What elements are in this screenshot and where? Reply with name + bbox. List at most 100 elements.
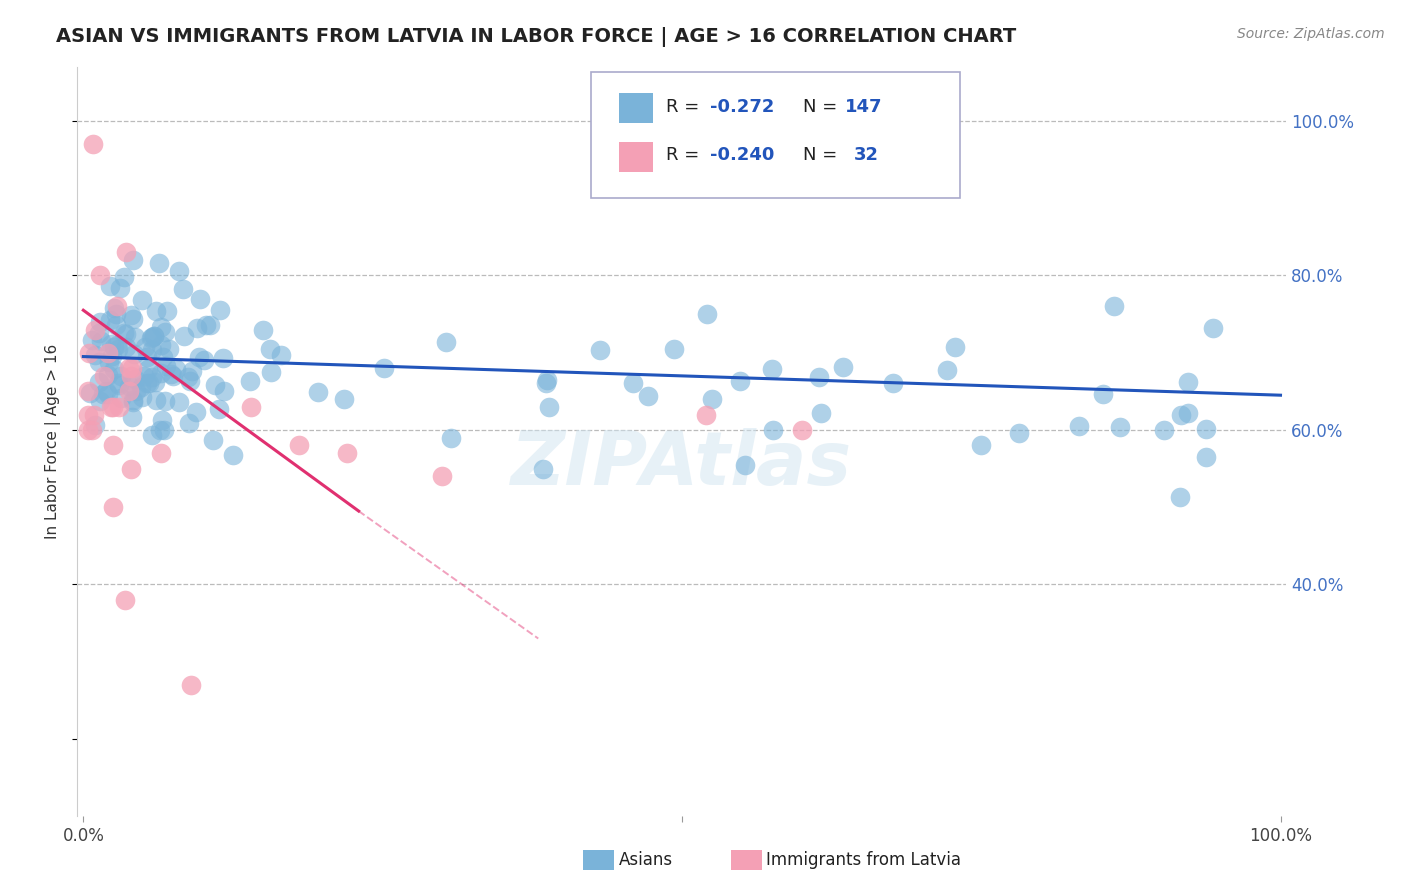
Point: [83, 418, 105, 433]
Point: [831, 359, 853, 374]
Point: [97, 387, 120, 401]
Point: [186, 321, 208, 335]
Point: [142, 329, 165, 343]
Text: 32: 32: [853, 145, 879, 163]
Point: [734, 458, 756, 472]
Point: [97, 368, 120, 382]
Point: [138, 361, 160, 376]
Point: [695, 408, 717, 422]
Point: [150, 320, 173, 334]
Point: [165, 362, 187, 376]
Point: [114, 593, 136, 607]
Text: Immigrants from Latvia: Immigrants from Latvia: [766, 851, 962, 869]
FancyBboxPatch shape: [592, 72, 960, 198]
Point: [83, 408, 105, 422]
Point: [122, 347, 145, 361]
Point: [89, 315, 111, 329]
Point: [882, 376, 904, 390]
Point: [120, 368, 142, 383]
Point: [124, 371, 146, 385]
Point: [440, 431, 463, 445]
Point: [77, 345, 100, 359]
Point: [153, 325, 176, 339]
Point: [145, 304, 167, 318]
Point: [1202, 321, 1225, 335]
Point: [239, 375, 262, 389]
Point: [208, 401, 231, 416]
Point: [118, 361, 141, 376]
Point: [131, 293, 153, 308]
Point: [118, 378, 141, 392]
Point: [129, 379, 152, 393]
Point: [149, 446, 172, 460]
Point: [84, 348, 107, 362]
Point: [1195, 422, 1218, 436]
Point: [105, 338, 128, 352]
Point: [155, 359, 177, 373]
Point: [101, 349, 124, 363]
Point: [141, 428, 163, 442]
Point: [145, 376, 167, 390]
Point: [145, 393, 167, 408]
Point: [208, 302, 231, 317]
Point: [110, 368, 132, 383]
Point: [100, 400, 122, 414]
Point: [200, 318, 222, 333]
Point: [77, 408, 100, 422]
Point: [103, 362, 125, 376]
Point: [1102, 299, 1125, 313]
Point: [115, 245, 138, 260]
Point: [98, 313, 121, 327]
Point: [115, 340, 138, 354]
Point: [131, 390, 153, 404]
Point: [103, 339, 125, 353]
Point: [536, 373, 558, 387]
Point: [94, 384, 117, 399]
Text: Source: ZipAtlas.com: Source: ZipAtlas.com: [1237, 27, 1385, 41]
Y-axis label: In Labor Force | Age > 16: In Labor Force | Age > 16: [45, 344, 62, 539]
Point: [259, 342, 281, 356]
Point: [108, 378, 131, 392]
Point: [148, 255, 170, 269]
Point: [80, 423, 103, 437]
Point: [239, 400, 262, 414]
Point: [149, 366, 172, 380]
Point: [621, 376, 644, 390]
Point: [936, 363, 959, 377]
Point: [1194, 450, 1216, 464]
Point: [150, 412, 173, 426]
Point: [173, 329, 195, 343]
Point: [700, 392, 723, 407]
Point: [98, 355, 121, 369]
Point: [124, 330, 146, 344]
Point: [637, 389, 659, 403]
Point: [1177, 376, 1199, 390]
Point: [1008, 425, 1031, 440]
Point: [696, 307, 718, 321]
Point: [120, 461, 142, 475]
Point: [76, 384, 98, 399]
Point: [1067, 418, 1090, 433]
Point: [188, 292, 211, 306]
Point: [159, 368, 181, 382]
Point: [103, 500, 125, 515]
Point: [307, 384, 329, 399]
Point: [761, 361, 783, 376]
Point: [186, 405, 208, 419]
Point: [762, 423, 785, 437]
Point: [1153, 423, 1175, 437]
Point: [211, 351, 233, 365]
Point: [212, 384, 235, 398]
Point: [89, 394, 111, 409]
Point: [336, 446, 359, 460]
Point: [432, 469, 454, 483]
Point: [90, 334, 112, 349]
Point: [135, 376, 157, 391]
Point: [143, 329, 166, 343]
Bar: [619, 93, 652, 123]
Point: [121, 409, 143, 424]
Point: [333, 392, 356, 406]
Point: [141, 330, 163, 344]
Text: ASIAN VS IMMIGRANTS FROM LATVIA IN LABOR FORCE | AGE > 16 CORRELATION CHART: ASIAN VS IMMIGRANTS FROM LATVIA IN LABOR…: [56, 27, 1017, 46]
Point: [167, 264, 190, 278]
